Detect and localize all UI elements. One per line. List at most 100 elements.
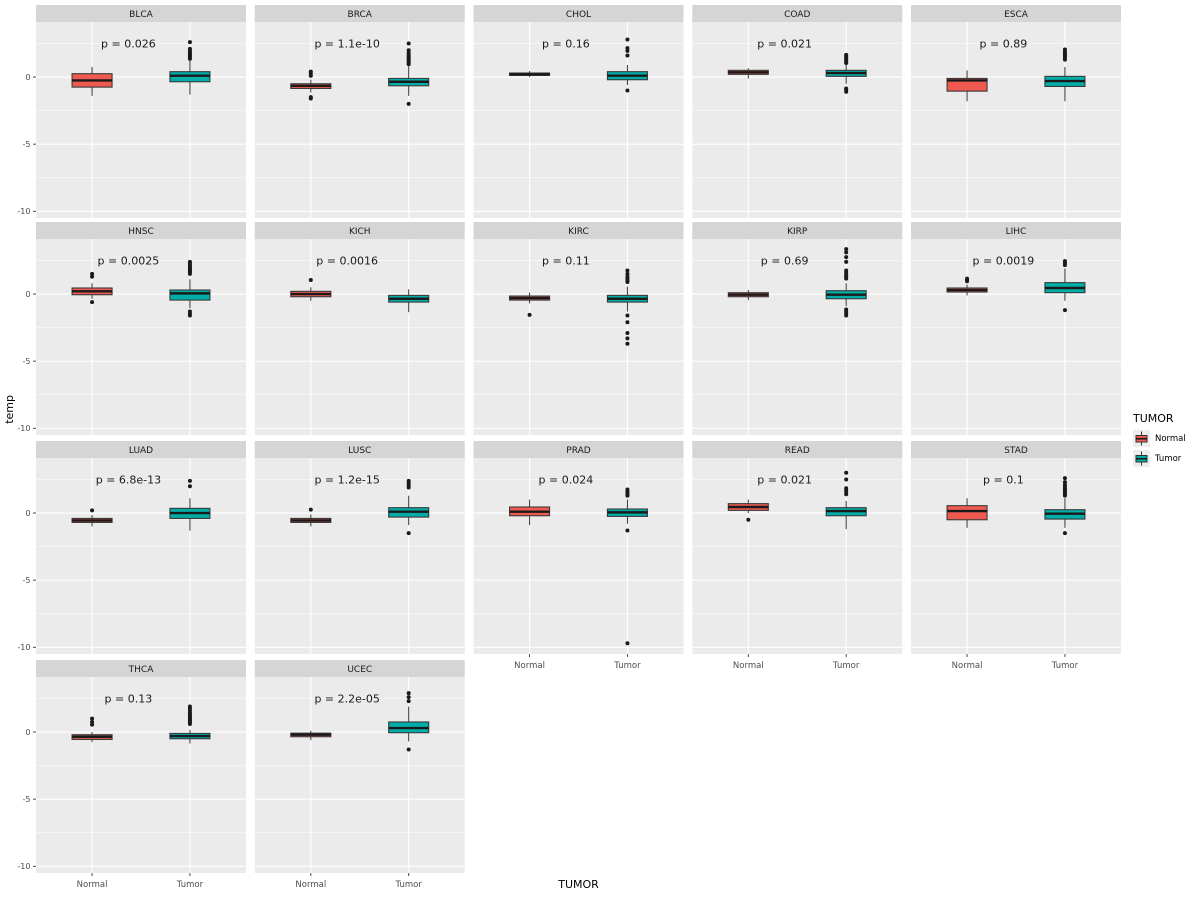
facet-panel: [473, 239, 684, 435]
x-tick-label: Tumor: [613, 661, 641, 671]
y-tick-label: -10: [17, 207, 30, 216]
facet-title: ESCA: [1004, 10, 1029, 20]
boxplot-normal: [71, 271, 113, 305]
x-tick-label: Tumor: [832, 661, 860, 671]
boxplot-tumor: [606, 37, 648, 93]
facet-panel: [911, 458, 1121, 654]
outlier-point: [625, 336, 630, 341]
facet-PRAD: PRAD p = 0.024 Normal Tumor: [473, 441, 684, 671]
outlier-point: [187, 40, 192, 45]
outlier-point: [625, 641, 630, 646]
outlier-point: [1062, 259, 1067, 264]
outlier-point: [625, 46, 630, 51]
facet-UCEC: UCEC p = 2.2e-05 Normal Tumor: [254, 660, 465, 890]
boxplot-normal: [290, 730, 332, 741]
boxplot-tumor: [1044, 476, 1086, 536]
p-value-label: p = 0.16: [542, 38, 590, 51]
boxplot-normal: [727, 290, 769, 301]
boxplot-tumor: [169, 704, 211, 744]
boxplot-normal: [290, 277, 332, 301]
outlier-point: [406, 478, 411, 483]
facet-LUAD: LUAD p = 6.8e-13 0 -5 -10: [17, 441, 246, 654]
facet-panel: [36, 239, 246, 435]
legend-label: Normal: [1155, 433, 1186, 444]
facet-strip: [36, 660, 246, 677]
legend-title: TUMOR: [1133, 412, 1174, 425]
boxplot-normal: [71, 508, 113, 527]
x-tick-label: Normal: [295, 880, 326, 890]
p-value-label: p = 0.89: [980, 38, 1028, 51]
outlier-point: [187, 259, 192, 264]
boxplot-key-icon: [1133, 450, 1150, 467]
p-value-label: p = 0.69: [761, 255, 809, 268]
facet-panel: [473, 458, 684, 654]
outlier-point: [90, 716, 95, 721]
p-value-label: p = 0.1: [983, 474, 1024, 487]
outlier-point: [308, 96, 313, 101]
p-value-label: p = 0.0016: [316, 255, 378, 268]
outlier-point: [406, 691, 411, 696]
y-tick-label: -5: [23, 795, 31, 804]
facet-title: BLCA: [129, 10, 153, 20]
facet-title: CHOL: [566, 10, 591, 20]
outlier-point: [187, 313, 192, 318]
facet-title: THCA: [128, 665, 155, 675]
boxplot-normal: [946, 70, 988, 102]
outlier-point: [406, 747, 411, 752]
outlier-point: [187, 704, 192, 709]
legend-item-tumor: Tumor: [1133, 450, 1186, 467]
p-value-label: p = 1.1e-10: [314, 38, 379, 51]
outlier-point: [1062, 476, 1067, 481]
facet-strip: [36, 222, 246, 239]
facet-LIHC: LIHC p = 0.0019: [911, 222, 1121, 435]
y-tick-label: 0: [25, 509, 30, 518]
facet-strip: [692, 5, 903, 22]
facet-strip: [692, 222, 903, 239]
facet-title: LUSC: [348, 446, 371, 456]
boxplot-normal: [946, 276, 988, 296]
outlier-point: [844, 255, 849, 260]
p-value-label: p = 2.2e-05: [314, 693, 379, 706]
facet-KIRP: KIRP p = 0.69: [692, 222, 903, 435]
outlier-point: [187, 478, 192, 483]
outlier-point: [625, 341, 630, 346]
outlier-point: [844, 268, 849, 273]
x-tick-label: Normal: [77, 880, 108, 890]
p-value-label: p = 0.021: [757, 474, 812, 487]
p-value-label: p = 1.2e-15: [314, 474, 379, 487]
legend-label: Tumor: [1155, 453, 1182, 464]
facet-HNSC: HNSC p = 0.0025 0 -5 -10: [17, 222, 246, 435]
outlier-point: [90, 300, 95, 305]
box: [169, 289, 211, 301]
facet-CHOL: CHOL p = 0.16: [473, 5, 684, 218]
outlier-point: [844, 259, 849, 264]
boxplot-tumor: [825, 52, 867, 94]
facet-panel: [254, 22, 465, 218]
boxplot-normal: [509, 292, 551, 317]
facet-strip: [911, 441, 1121, 458]
y-tick-label: -10: [17, 862, 30, 871]
outlier-point: [406, 48, 411, 53]
legend-item-normal: Normal: [1133, 430, 1186, 447]
facet-strip: [254, 660, 465, 677]
facet-READ: READ p = 0.021 Normal Tumor: [692, 441, 903, 671]
boxplot-tumor: [1044, 47, 1086, 102]
boxplot-normal: [727, 499, 769, 522]
y-tick-label: -10: [17, 643, 30, 652]
outlier-point: [625, 528, 630, 533]
facet-KIRC: KIRC p = 0.11: [473, 222, 684, 435]
outlier-point: [406, 695, 411, 700]
outlier-point: [1062, 308, 1067, 313]
outlier-point: [625, 53, 630, 58]
facet-panel: [911, 239, 1121, 435]
outlier-point: [625, 37, 630, 42]
outlier-point: [625, 313, 630, 318]
boxplot-key-icon: [1133, 430, 1150, 447]
outlier-point: [406, 531, 411, 536]
outlier-point: [90, 719, 95, 724]
boxplot-tumor: [388, 41, 430, 106]
p-value-label: p = 0.026: [101, 38, 156, 51]
p-value-label: p = 0.0025: [98, 255, 160, 268]
outlier-point: [90, 508, 95, 513]
